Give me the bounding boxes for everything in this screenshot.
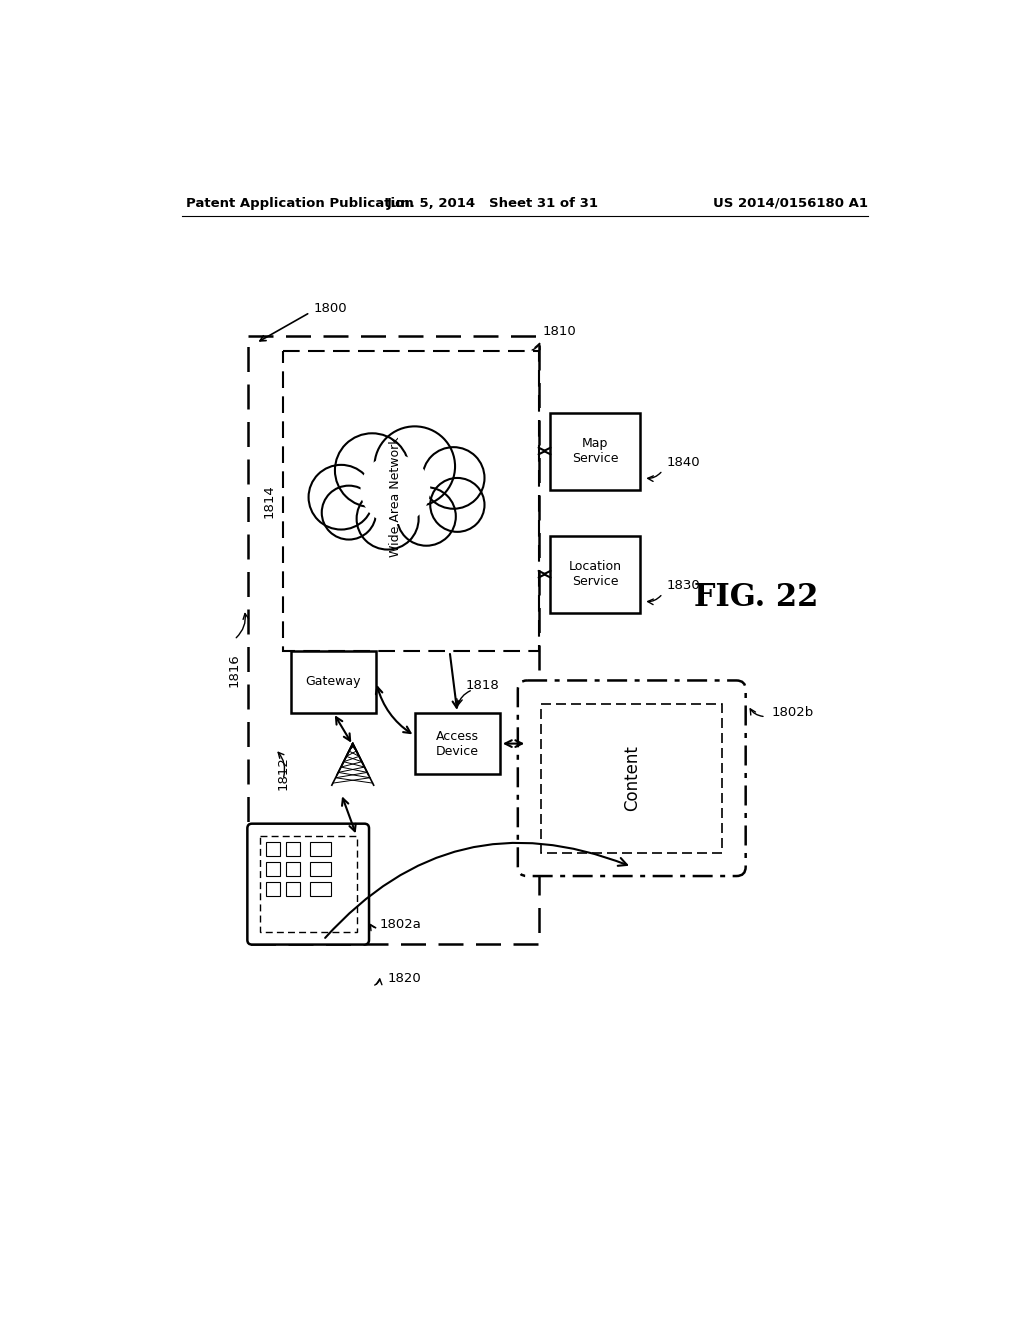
Text: Jun. 5, 2014   Sheet 31 of 31: Jun. 5, 2014 Sheet 31 of 31 (386, 197, 598, 210)
Bar (415, 713, 500, 775)
Circle shape (360, 455, 430, 524)
Text: US 2014/0156180 A1: US 2014/0156180 A1 (713, 197, 868, 210)
Bar (266, 862, 280, 876)
Bar (550, 412, 640, 490)
Text: Content: Content (623, 746, 641, 812)
Circle shape (423, 447, 484, 508)
Bar (310, 862, 331, 876)
Text: 1802b: 1802b (771, 706, 813, 719)
Text: 1800: 1800 (314, 302, 347, 315)
Bar (283, 351, 539, 651)
Text: 1820: 1820 (388, 972, 421, 985)
FancyBboxPatch shape (248, 824, 369, 945)
Bar (550, 536, 640, 612)
Text: Gateway: Gateway (305, 676, 361, 689)
Text: Patent Application Publication: Patent Application Publication (186, 197, 414, 210)
Text: Wide Area Network: Wide Area Network (389, 437, 401, 557)
Text: Access
Device: Access Device (436, 730, 479, 758)
FancyBboxPatch shape (518, 681, 745, 876)
Circle shape (335, 433, 410, 507)
Bar (310, 882, 331, 896)
Circle shape (322, 486, 376, 540)
Text: 1802a: 1802a (380, 917, 422, 931)
FancyArrowPatch shape (326, 842, 627, 939)
Bar (286, 862, 300, 876)
Bar (266, 882, 280, 896)
Circle shape (375, 426, 455, 507)
Circle shape (397, 487, 456, 545)
Text: 1840: 1840 (667, 455, 700, 469)
Bar (248, 335, 539, 944)
Bar (541, 704, 722, 853)
Text: 1830: 1830 (667, 579, 700, 593)
Text: Map
Service: Map Service (571, 437, 618, 465)
Circle shape (356, 488, 419, 549)
Bar (286, 882, 300, 896)
Text: 1812: 1812 (276, 756, 290, 791)
Bar (266, 842, 280, 855)
Text: Location
Service: Location Service (568, 560, 622, 589)
Bar (310, 842, 331, 855)
Text: FIG. 22: FIG. 22 (693, 582, 818, 612)
Text: 1810: 1810 (543, 325, 577, 338)
Circle shape (308, 465, 374, 529)
Text: 1814: 1814 (262, 484, 275, 517)
Circle shape (430, 478, 484, 532)
Bar (260, 836, 356, 932)
Bar (286, 842, 300, 855)
Bar (291, 651, 376, 713)
Text: 1818: 1818 (465, 680, 499, 693)
Text: 1816: 1816 (227, 653, 241, 686)
